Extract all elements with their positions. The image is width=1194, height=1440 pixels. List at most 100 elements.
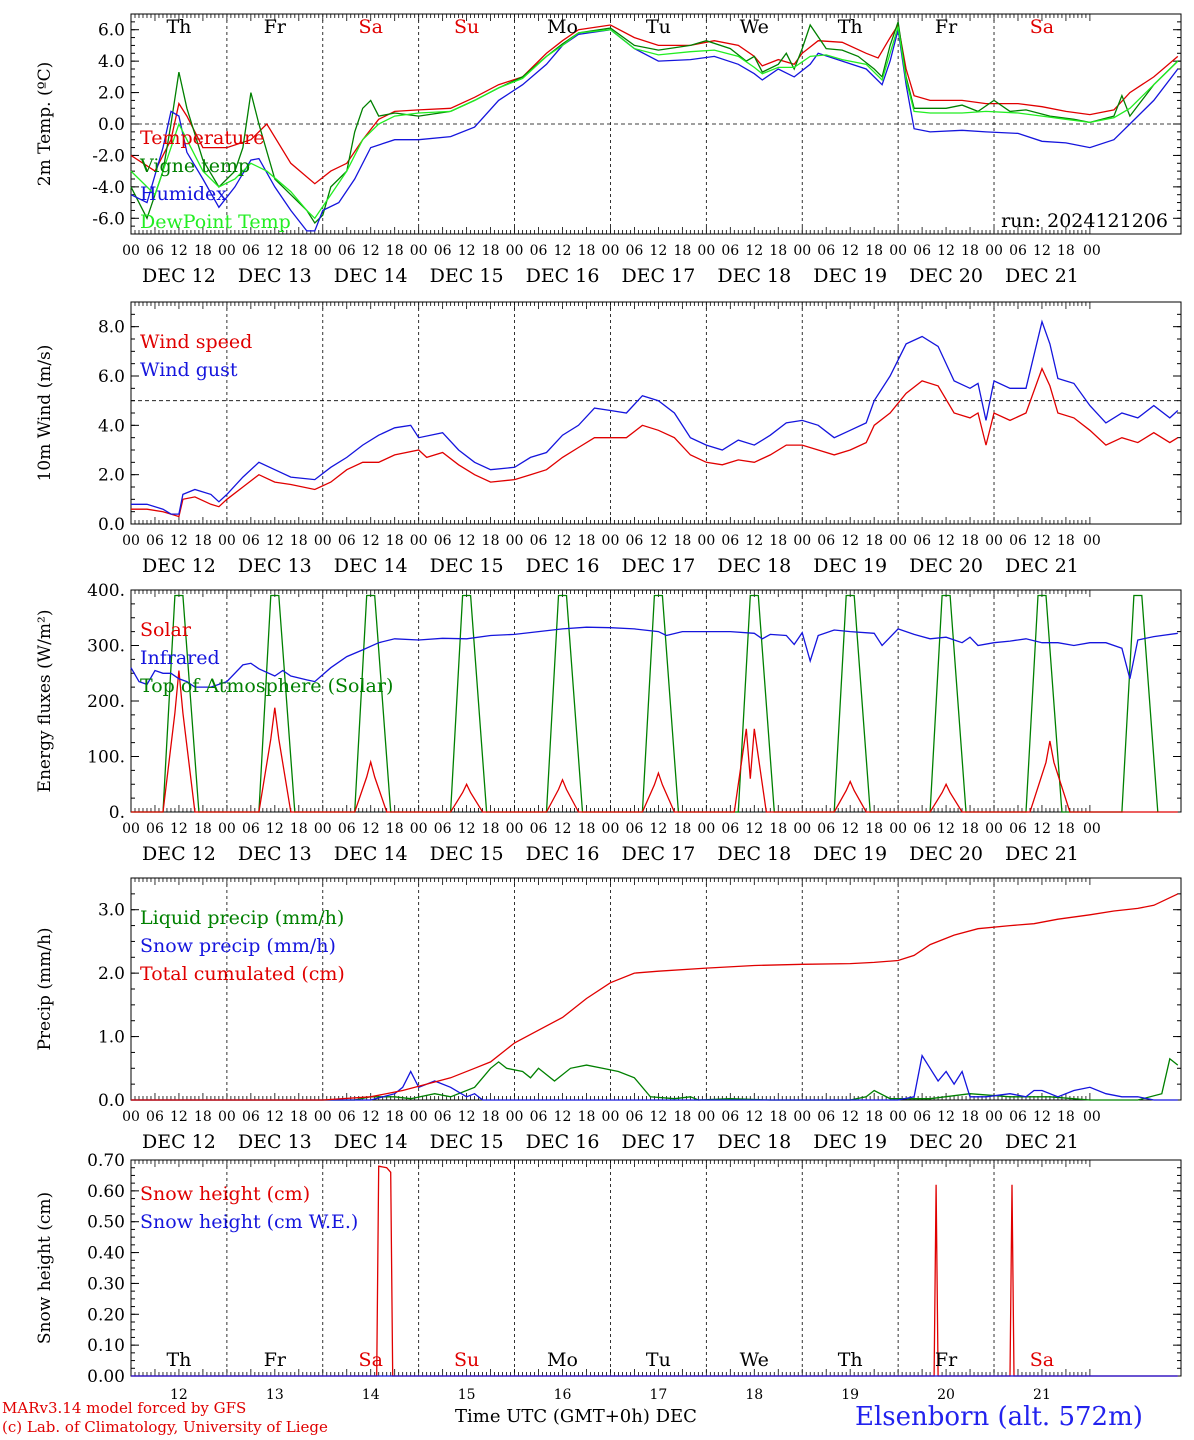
series-line-humidex [130, 29, 1179, 232]
hour-tick-label: 18 [673, 533, 691, 549]
y-tick-label: 2.0 [98, 466, 125, 486]
legend-entry: Liquid precip (mm/h) [140, 907, 344, 929]
hour-tick-label: 12 [841, 243, 859, 259]
y-tick-label: 0.20 [87, 1305, 125, 1325]
date-label: DEC 16 [526, 843, 600, 865]
hour-tick-label: 12 [458, 821, 476, 837]
hour-tick-label: 06 [530, 243, 548, 259]
hour-tick-label: 00 [602, 533, 620, 549]
y-tick-label: 6.0 [98, 21, 125, 41]
day-name: Sa [359, 16, 383, 38]
series-line-temperature [130, 23, 1179, 185]
hour-tick-label: 06 [242, 533, 260, 549]
panel-1: -6.0 -4.0 -2.0 0.0 2.0 4.0 6.0 2m Temp. (ºC) Tem… [35, 13, 1182, 287]
hour-tick-label: 18 [865, 533, 883, 549]
hour-tick-label: 12 [170, 821, 188, 837]
date-label: DEC 16 [526, 1131, 600, 1153]
hour-tick-label: 12 [458, 533, 476, 549]
date-label: DEC 18 [717, 555, 791, 577]
date-label: DEC 12 [142, 555, 216, 577]
hour-tick-label: 06 [434, 533, 452, 549]
date-label: DEC 16 [526, 555, 600, 577]
hour-tick-label: 00 [410, 533, 428, 549]
lab-credit: (c) Lab. of Climatology, University of L… [2, 1418, 328, 1436]
y-tick-label: -4.0 [92, 178, 125, 198]
hour-tick-label: 12 [841, 821, 859, 837]
hour-tick-label: 06 [242, 1109, 260, 1125]
day-number: 20 [937, 1387, 955, 1403]
y-tick-label: 200. [87, 692, 125, 712]
hour-tick-label: 18 [194, 243, 212, 259]
hour-tick-label: 06 [434, 821, 452, 837]
y-tick-label: 0.70 [87, 1151, 125, 1171]
hour-tick-label: 18 [961, 1109, 979, 1125]
hour-tick-label: 00 [410, 243, 428, 259]
hour-tick-label: 12 [745, 533, 763, 549]
hour-tick-label: 12 [649, 533, 667, 549]
day-number: 13 [266, 1387, 284, 1403]
hour-tick-label: 00 [122, 1109, 140, 1125]
day-name: We [740, 1349, 769, 1371]
day-number: 21 [1033, 1387, 1051, 1403]
hour-tick-label: 12 [170, 533, 188, 549]
legend-entry: Top of Atmosphere (Solar) [140, 675, 393, 697]
hour-tick-label: 18 [769, 821, 787, 837]
date-label: DEC 20 [909, 555, 983, 577]
hour-tick-label: 00 [985, 243, 1003, 259]
day-name: Su [454, 16, 479, 38]
day-name: Th [166, 1349, 191, 1371]
day-name: Th [838, 16, 863, 38]
legend-entry: Temperature [140, 127, 264, 149]
hour-tick-label: 00 [506, 1109, 524, 1125]
day-number: 17 [649, 1387, 667, 1403]
panel-3: 0. 100. 200. 300. 400. Energy fluxes (W/m²) So… [35, 581, 1182, 865]
day-name: Tu [646, 16, 671, 38]
y-tick-label: -6.0 [92, 209, 125, 229]
hour-tick-label: 18 [1057, 533, 1075, 549]
date-label: DEC 14 [334, 265, 408, 287]
y-tick-label: 3.0 [98, 901, 125, 921]
series-line-dewpoint-temp [130, 26, 1179, 220]
y-tick-label: 8.0 [98, 318, 125, 338]
hour-tick-label: 06 [817, 821, 835, 837]
hour-tick-label: 12 [1033, 821, 1051, 837]
hour-tick-label: 06 [338, 243, 356, 259]
hour-tick-label: 06 [530, 1109, 548, 1125]
hour-tick-label: 18 [482, 243, 500, 259]
legend-entry: Total cumulated (cm) [140, 963, 345, 985]
hour-tick-label: 12 [1033, 243, 1051, 259]
date-label: DEC 14 [334, 1131, 408, 1153]
hour-tick-label: 18 [290, 1109, 308, 1125]
hour-tick-label: 00 [602, 243, 620, 259]
hour-tick-label: 00 [889, 1109, 907, 1125]
hour-tick-label: 00 [985, 821, 1003, 837]
y-tick-label: 4.0 [98, 52, 125, 72]
hour-tick-label: 00 [506, 533, 524, 549]
date-label: DEC 20 [909, 843, 983, 865]
hour-tick-label: 18 [865, 821, 883, 837]
hour-tick-label: 00 [793, 243, 811, 259]
hour-tick-label: 12 [937, 243, 955, 259]
hour-tick-label: 12 [362, 533, 380, 549]
hour-tick-label: 06 [913, 821, 931, 837]
hour-tick-label: 06 [338, 533, 356, 549]
series-line-total-cumulated-cm- [131, 893, 1179, 1101]
hour-tick-label: 00 [889, 533, 907, 549]
hour-tick-label: 12 [745, 821, 763, 837]
hour-tick-label: 06 [721, 243, 739, 259]
hour-tick-label: 12 [649, 243, 667, 259]
y-tick-label: 0.0 [98, 1091, 125, 1111]
day-name: Fr [264, 16, 287, 38]
date-label: DEC 15 [430, 843, 504, 865]
hour-tick-label: 00 [697, 821, 715, 837]
hour-tick-label: 00 [122, 533, 140, 549]
legend-entry: Vigne temp [139, 155, 250, 177]
hour-tick-label: 00 [122, 821, 140, 837]
hour-tick-label: 18 [865, 1109, 883, 1125]
date-label: DEC 20 [909, 265, 983, 287]
hour-tick-label: 12 [458, 1109, 476, 1125]
day-number: 15 [458, 1387, 476, 1403]
hour-tick-label: 18 [769, 243, 787, 259]
hour-tick-label: 00 [1083, 821, 1101, 837]
